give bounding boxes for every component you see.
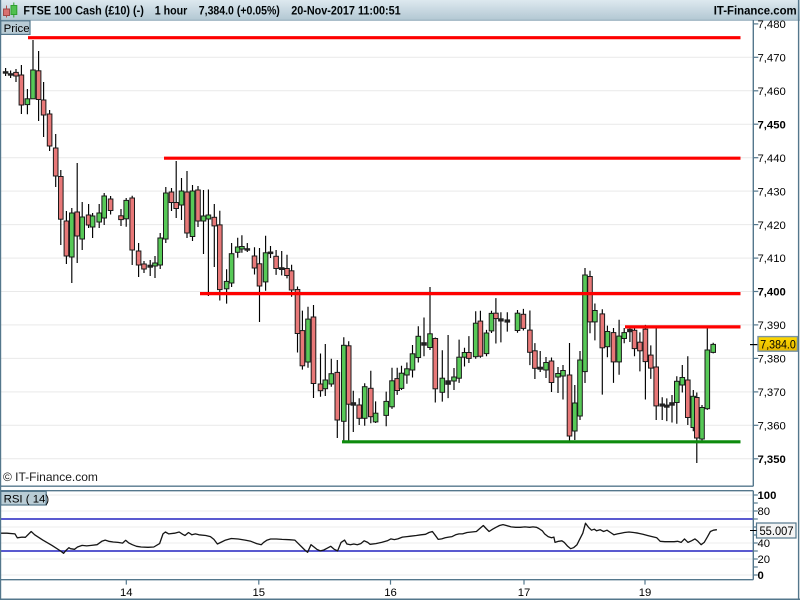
svg-text:7,460: 7,460 <box>758 86 786 98</box>
svg-text:7,470: 7,470 <box>758 53 786 65</box>
svg-text:7,420: 7,420 <box>758 220 786 232</box>
svg-text:55.007: 55.007 <box>760 524 794 538</box>
svg-text:20-Nov-2017 11:00:51: 20-Nov-2017 11:00:51 <box>291 4 401 18</box>
svg-text:© IT-Finance.com: © IT-Finance.com <box>3 470 98 484</box>
svg-text:IT-Finance.com: IT-Finance.com <box>714 4 797 18</box>
svg-text:FTSE 100 Cash (£10) (-): FTSE 100 Cash (£10) (-) <box>23 4 143 18</box>
svg-text:7,370: 7,370 <box>758 387 786 399</box>
svg-text:7,350: 7,350 <box>758 454 786 466</box>
svg-text:RSI ( 14): RSI ( 14) <box>4 493 50 505</box>
svg-text:7,440: 7,440 <box>758 153 786 165</box>
svg-text:1 hour: 1 hour <box>155 4 188 18</box>
svg-text:Price: Price <box>4 23 30 35</box>
svg-text:7,360: 7,360 <box>758 421 786 433</box>
svg-text:19: 19 <box>639 587 652 599</box>
svg-text:15: 15 <box>253 587 266 599</box>
svg-text:16: 16 <box>384 587 397 599</box>
svg-text:7,450: 7,450 <box>758 119 786 131</box>
svg-text:7,400: 7,400 <box>758 287 786 299</box>
svg-text:7,384.0: 7,384.0 <box>760 337 796 351</box>
svg-text:100: 100 <box>758 490 777 502</box>
svg-text:7,384.0 (+0.05%): 7,384.0 (+0.05%) <box>199 4 280 18</box>
svg-text:40: 40 <box>758 538 771 550</box>
svg-text:0: 0 <box>758 570 764 582</box>
svg-text:7,390: 7,390 <box>758 320 786 332</box>
svg-text:20: 20 <box>758 554 771 566</box>
svg-text:17: 17 <box>518 587 531 599</box>
svg-text:7,480: 7,480 <box>758 19 786 31</box>
svg-text:7,410: 7,410 <box>758 253 786 265</box>
svg-text:7,380: 7,380 <box>758 354 786 366</box>
svg-text:7,430: 7,430 <box>758 186 786 198</box>
svg-text:14: 14 <box>120 587 133 599</box>
svg-text:80: 80 <box>758 506 771 518</box>
